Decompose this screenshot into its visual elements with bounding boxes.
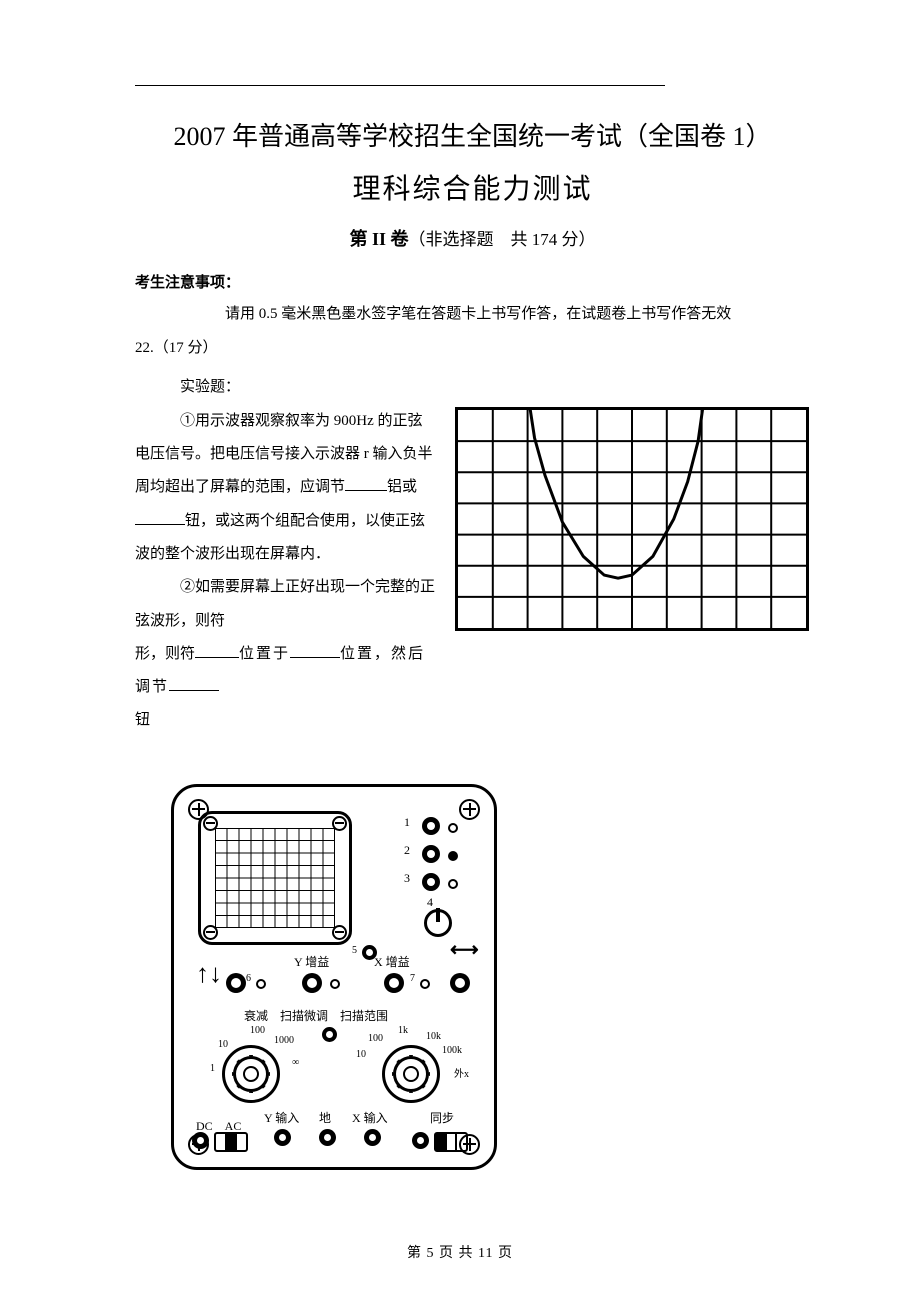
section-rest: （非选择题 共 174 分） — [409, 230, 596, 249]
blank-1 — [345, 475, 387, 491]
jack-icon — [412, 1132, 429, 1149]
tiny-knob-icon — [322, 1027, 337, 1042]
blank-2 — [135, 509, 185, 525]
p2-d: 钮 — [135, 704, 437, 737]
small-knob-icon — [422, 873, 440, 891]
mid-knob-icon — [226, 973, 246, 993]
oscilloscope-panel-figure: 1 2 3 4 5 Y 增益 X 增益 ↑↓ ⟷ 6 — [171, 784, 497, 1170]
title-line-1: 2007 年普通高等学校招生全国统一考试（全国卷 1） — [135, 116, 810, 153]
label-y-gain: Y 增益 — [294, 953, 329, 970]
dial-knob-icon — [424, 909, 452, 937]
screen-frame — [198, 811, 352, 945]
num-6: 6 — [246, 973, 251, 984]
blank-3 — [195, 642, 239, 658]
small-knob-icon — [422, 845, 440, 863]
mid-knob-icon — [384, 973, 404, 993]
blank-4 — [290, 642, 340, 658]
scale-1000: 1000 — [274, 1035, 294, 1046]
notice-body: 请用 0.5 毫米黑色墨水签字笔在答题卡上书写作答，在试题卷上书写作答无效 — [135, 298, 810, 330]
question-head: 实验题： — [135, 371, 810, 403]
notice-heading: 考生注意事项： — [135, 271, 810, 292]
figure-2-wrap: 1 2 3 4 5 Y 增益 X 增益 ↑↓ ⟷ 6 — [171, 784, 810, 1170]
rotary-selector-icon — [222, 1045, 280, 1103]
scale-100r: 100 — [368, 1033, 383, 1044]
section-heading: 第 II 卷（非选择题 共 174 分） — [135, 225, 810, 251]
paragraph-1: ①用示波器观察叙率为 900Hz 的正弦电压信号。把电压信号接入示波器 r 输入… — [135, 405, 437, 571]
section-bold: 第 II 卷 — [349, 229, 408, 249]
p2-line2: 形，则符 — [135, 646, 195, 662]
scale-10: 10 — [218, 1039, 228, 1050]
paragraph-2: ②如需要屏幕上正好出现一个完整的正弦波形，则符形，则符位置于位置，然后调节 — [135, 571, 437, 704]
horizontal-arrows-icon: ⟷ — [450, 937, 479, 962]
row-3-labels: 衰减 扫描微调 扫描范围 — [174, 1007, 494, 1025]
footer-mid: 页 共 — [435, 1246, 479, 1261]
knob-number-1: 1 — [404, 815, 410, 830]
jack-icon — [364, 1129, 381, 1146]
jack-icon — [192, 1132, 209, 1149]
indicator-dot-icon — [420, 979, 430, 989]
indicator-dot-icon — [448, 823, 458, 833]
oscilloscope-grid-figure — [455, 407, 809, 631]
title-line-2: 理科综合能力测试 — [135, 167, 810, 207]
indicator-dot-icon — [256, 979, 266, 989]
mini-grid-svg — [215, 828, 335, 928]
scale-100k: 100k — [442, 1045, 462, 1056]
blank-5 — [169, 675, 219, 691]
switch-icon — [214, 1132, 248, 1152]
mid-knob-icon — [302, 973, 322, 993]
label-x-in: X 输入 — [352, 1109, 388, 1126]
jack-icon — [274, 1129, 291, 1146]
scale-ext: 外x — [454, 1065, 469, 1080]
question-text-column: ①用示波器观察叙率为 900Hz 的正弦电压信号。把电压信号接入示波器 r 输入… — [135, 405, 437, 738]
scale-1k: 1k — [398, 1025, 408, 1036]
vertical-arrows-icon: ↑↓ — [196, 961, 222, 987]
scale-1: 1 — [210, 1063, 215, 1074]
footer-page: 5 — [427, 1246, 435, 1261]
small-knob-icon — [422, 817, 440, 835]
label-row3: 衰减 扫描微调 扫描范围 — [244, 1009, 388, 1023]
label-y-in: Y 输入 — [264, 1109, 299, 1126]
indicator-dot-icon — [448, 851, 458, 861]
scale-10k: 10k — [426, 1031, 441, 1042]
scale-inf: ∞ — [292, 1057, 299, 1068]
indicator-dot-icon — [448, 879, 458, 889]
page-footer: 第 5 页 共 11 页 — [0, 1242, 920, 1262]
screen-grid — [215, 828, 335, 928]
label-x-gain: X 增益 — [374, 953, 410, 970]
corner-screw-icon — [459, 799, 480, 820]
top-rule — [135, 85, 665, 86]
footer-suffix: 页 — [493, 1246, 513, 1261]
footer-prefix: 第 — [407, 1246, 427, 1261]
document-page: 2007 年普通高等学校招生全国统一考试（全国卷 1） 理科综合能力测试 第 I… — [0, 0, 920, 1302]
dial-4-number: 4 — [427, 895, 433, 910]
rotary-selector-icon — [382, 1045, 440, 1103]
scale-100: 100 — [250, 1025, 265, 1036]
switch-icon — [434, 1132, 468, 1152]
figure-1-column — [455, 405, 810, 738]
p1-b: 铝或 — [387, 479, 417, 495]
p2-b: 位置于 — [239, 646, 290, 662]
num-5: 5 — [352, 945, 357, 956]
label-sync: 同步 — [430, 1109, 454, 1126]
mid-knob-icon — [450, 973, 470, 993]
scale-10r: 10 — [356, 1049, 366, 1060]
indicator-dot-icon — [330, 979, 340, 989]
jack-icon — [319, 1129, 336, 1146]
p2-a: ②如需要屏幕上正好出现一个完整的正弦波形，则符 — [135, 579, 435, 628]
knob-number-2: 2 — [404, 843, 410, 858]
grid-svg — [458, 410, 806, 628]
question-number: 22.（17 分） — [135, 332, 810, 364]
footer-total: 11 — [478, 1246, 493, 1261]
two-column-region: ①用示波器观察叙率为 900Hz 的正弦电压信号。把电压信号接入示波器 r 输入… — [135, 405, 810, 738]
knob-number-3: 3 — [404, 871, 410, 886]
label-gnd: 地 — [319, 1109, 331, 1126]
num-7: 7 — [410, 973, 415, 984]
